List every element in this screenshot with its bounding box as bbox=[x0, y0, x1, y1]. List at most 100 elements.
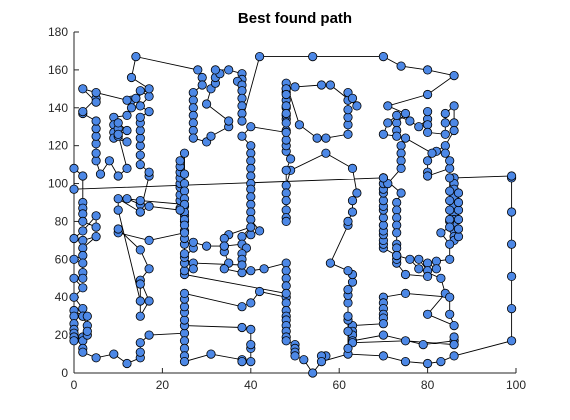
city-point bbox=[506, 171, 517, 181]
city-point bbox=[440, 129, 450, 139]
city-point bbox=[321, 148, 331, 158]
city-point bbox=[237, 116, 247, 126]
city-point bbox=[78, 171, 88, 181]
city-point bbox=[246, 266, 256, 276]
city-point bbox=[378, 129, 388, 139]
city-point bbox=[445, 196, 455, 206]
city-point bbox=[281, 288, 291, 298]
y-tick-label: 60 bbox=[55, 252, 69, 266]
city-point bbox=[144, 330, 154, 340]
city-point bbox=[78, 303, 88, 314]
y-tick-label: 180 bbox=[48, 25, 68, 39]
city-point bbox=[445, 163, 455, 173]
city-point bbox=[179, 328, 190, 338]
city-point bbox=[91, 131, 101, 141]
city-point bbox=[246, 148, 256, 158]
city-point bbox=[392, 110, 402, 121]
x-tick-label: 20 bbox=[156, 378, 170, 392]
city-point bbox=[144, 264, 154, 274]
city-point bbox=[175, 205, 185, 215]
city-point bbox=[179, 266, 190, 276]
city-point bbox=[436, 273, 446, 283]
city-point bbox=[246, 163, 256, 173]
city-point bbox=[113, 129, 123, 139]
city-point bbox=[431, 264, 441, 274]
city-point bbox=[179, 356, 190, 367]
city-point bbox=[436, 228, 446, 238]
city-point bbox=[383, 118, 393, 128]
city-point bbox=[126, 103, 137, 113]
city-point bbox=[255, 286, 265, 297]
city-point bbox=[378, 330, 388, 340]
city-point bbox=[347, 207, 358, 217]
city-point bbox=[135, 141, 145, 151]
city-point bbox=[179, 249, 190, 259]
city-point bbox=[246, 230, 256, 240]
city-point bbox=[378, 51, 388, 62]
city-point bbox=[78, 226, 88, 236]
city-point bbox=[449, 101, 459, 111]
city-point bbox=[91, 222, 101, 232]
city-point bbox=[69, 163, 79, 173]
y-tick-label: 160 bbox=[48, 63, 68, 77]
x-tick-label: 100 bbox=[506, 378, 526, 392]
city-point bbox=[445, 239, 455, 249]
x-tick-label: 80 bbox=[421, 378, 435, 392]
city-point bbox=[113, 194, 123, 204]
city-point bbox=[392, 205, 402, 215]
city-point bbox=[506, 207, 517, 217]
city-point bbox=[290, 82, 300, 92]
city-point bbox=[237, 260, 247, 270]
city-point bbox=[179, 315, 190, 325]
city-point bbox=[246, 184, 256, 194]
city-point bbox=[237, 302, 247, 312]
city-point bbox=[281, 336, 291, 346]
city-point bbox=[179, 302, 190, 312]
city-point bbox=[188, 264, 198, 274]
city-point bbox=[343, 298, 353, 308]
city-point bbox=[400, 356, 411, 367]
city-point bbox=[396, 148, 406, 158]
city-point bbox=[422, 107, 433, 117]
city-point bbox=[179, 288, 190, 298]
city-point bbox=[188, 88, 198, 98]
city-point bbox=[206, 131, 216, 141]
city-point bbox=[321, 133, 331, 143]
city-point bbox=[206, 349, 216, 359]
city-point bbox=[246, 122, 256, 132]
city-point bbox=[69, 254, 79, 264]
city-point bbox=[91, 88, 101, 98]
city-point bbox=[135, 133, 145, 143]
city-point bbox=[343, 311, 353, 321]
city-point bbox=[378, 213, 388, 223]
city-point bbox=[281, 108, 291, 119]
city-point bbox=[179, 186, 190, 196]
city-point bbox=[69, 292, 79, 302]
city-point bbox=[246, 156, 256, 166]
city-point bbox=[449, 351, 459, 361]
city-point bbox=[422, 171, 433, 181]
city-point bbox=[122, 125, 132, 136]
city-point bbox=[113, 205, 123, 215]
city-point bbox=[188, 125, 198, 136]
city-point bbox=[312, 133, 322, 143]
city-point bbox=[188, 133, 198, 143]
city-point bbox=[325, 258, 335, 268]
city-point bbox=[78, 347, 88, 357]
city-point bbox=[414, 254, 424, 264]
city-point bbox=[422, 89, 433, 100]
city-point bbox=[91, 148, 101, 158]
city-point bbox=[453, 224, 464, 234]
city-point bbox=[188, 118, 198, 128]
city-point bbox=[135, 101, 145, 111]
city-point bbox=[210, 65, 220, 75]
city-point bbox=[135, 125, 145, 136]
city-point bbox=[135, 311, 145, 321]
city-point bbox=[343, 284, 353, 295]
city-point bbox=[400, 133, 411, 143]
y-tick-label: 20 bbox=[55, 328, 69, 342]
city-point bbox=[422, 358, 433, 369]
y-tick-label: 100 bbox=[48, 177, 68, 191]
city-point bbox=[281, 273, 291, 283]
